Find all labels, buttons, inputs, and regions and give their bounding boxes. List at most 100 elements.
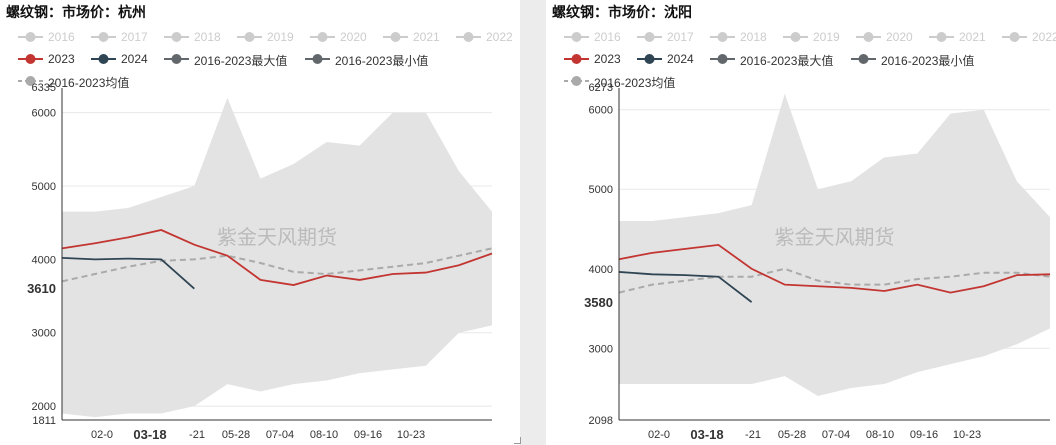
- x-axis-pointer-label: 03-18: [690, 427, 723, 442]
- legend-label: 2016-2023最大值: [740, 54, 834, 68]
- legend-symbol-icon: [637, 54, 662, 64]
- y-tick-label: 6000: [32, 108, 56, 120]
- watermark: 紫金天风期货: [775, 226, 895, 249]
- legend-symbol-icon: [237, 32, 262, 42]
- legend-symbol-icon: [383, 32, 408, 42]
- legend-label: 2019: [267, 30, 294, 44]
- plot-area: 2000 3000 4000 5000 6000 6335 1811 紫金天风期货 02-0 03…: [16, 82, 493, 442]
- series-line-mean[interactable]: [61, 247, 493, 283]
- legend-label: 2018: [740, 30, 767, 44]
- y-tick-label: 4000: [32, 254, 56, 266]
- x-tick-label: -21: [189, 429, 205, 441]
- legend-label: 2016: [48, 30, 75, 44]
- x-tick-label: 07-04: [266, 429, 294, 441]
- min-max-band: [62, 97, 492, 418]
- legend-label: 2022: [1032, 30, 1056, 44]
- legend-label: 2023: [594, 52, 621, 66]
- x-tick-label: 05-28: [778, 429, 806, 441]
- y-max-label: 6335: [32, 82, 56, 94]
- legend-symbol-icon: [164, 32, 189, 42]
- legend-label: 2020: [340, 30, 367, 44]
- legend-symbol-icon: [310, 32, 335, 42]
- legend-label: 2023: [48, 52, 75, 66]
- legend-label: 2017: [121, 30, 148, 44]
- legend-label: 2021: [959, 30, 986, 44]
- plot-area: 3000 4000 5000 6000 6273 2098 紫金天风期货 02-0 03-18 -…: [573, 82, 1051, 442]
- legend-symbol-icon: [18, 54, 43, 64]
- watermark: 紫金天风期货: [217, 226, 337, 249]
- legend-label: 2018: [194, 30, 221, 44]
- legend-label: 2016-2023最小值: [881, 54, 975, 68]
- series-line-2023[interactable]: [61, 229, 493, 286]
- series-line-2023[interactable]: [618, 243, 1051, 294]
- legend-label: 2016: [594, 30, 621, 44]
- legend-label: 2021: [413, 30, 440, 44]
- y-tick-label: 3000: [589, 343, 613, 355]
- legend-symbol-icon: [164, 54, 189, 64]
- legend-symbol-icon: [305, 54, 330, 64]
- x-axis-pointer-label: 03-18: [133, 427, 166, 442]
- legend-label: 2016-2023均值: [594, 76, 676, 90]
- y-tick-label: 4000: [589, 264, 613, 276]
- y-tick-label: 2000: [32, 401, 56, 413]
- resize-handle[interactable]: [514, 437, 521, 444]
- legend-symbol-icon: [564, 76, 589, 86]
- x-tick-label: 09-16: [910, 429, 938, 441]
- chart-panel-hangzhou: 螺纹钢：市场价：杭州 2016 2017 2018 2019 2020 2021 2022 2…: [0, 0, 520, 445]
- x-tick-label: 08-10: [866, 429, 894, 441]
- x-pointer-box: [683, 424, 731, 442]
- legend-label: 2024: [121, 52, 148, 66]
- legend-symbol-icon: [564, 32, 589, 42]
- y-tick-label: 5000: [589, 184, 613, 196]
- y-axis-pointer-label: 3610: [27, 281, 56, 296]
- legend-symbol-icon: [564, 54, 589, 64]
- x-tick-label: 10-23: [397, 429, 425, 441]
- chart-panel-shenyang: 螺纹钢：市场价：沈阳 2016 2017 2018 2019 2020 2021 2022 2…: [546, 0, 1056, 445]
- x-tick-label: -21: [745, 429, 761, 441]
- legend-symbol-icon: [637, 32, 662, 42]
- x-tick-label: 10-23: [953, 429, 981, 441]
- legend-symbol-icon: [18, 32, 43, 42]
- legend-symbol-icon: [91, 54, 116, 64]
- y-min-label: 1811: [32, 415, 56, 427]
- legend-label: 2024: [667, 52, 694, 66]
- y-tick-label: 6000: [589, 105, 613, 117]
- legend-symbol-icon: [710, 32, 735, 42]
- x-pointer-box: [126, 424, 174, 442]
- y-pointer-box: [16, 278, 60, 297]
- y-tick-label: 3000: [32, 328, 56, 340]
- legend-symbol-icon: [783, 32, 808, 42]
- legend-label: 2022: [486, 30, 513, 44]
- series-line-mean[interactable]: [618, 267, 1051, 294]
- x-tick-label: 02-0: [648, 429, 670, 441]
- y-min-label: 2098: [589, 415, 613, 427]
- x-tick-label: 07-04: [822, 429, 850, 441]
- legend-symbol-icon: [856, 32, 881, 42]
- legend-symbol-icon: [456, 32, 481, 42]
- y-max-label: 6273: [589, 82, 613, 94]
- legend-symbol-icon: [929, 32, 954, 42]
- y-axis-pointer-label: 3580: [584, 295, 613, 310]
- chart-title: 螺纹钢：市场价：杭州: [6, 5, 146, 21]
- x-tick-label: 05-28: [222, 429, 250, 441]
- legend-symbol-icon: [851, 54, 876, 64]
- x-tick-label: 02-0: [91, 429, 113, 441]
- y-tick-label: 5000: [32, 181, 56, 193]
- y-pointer-box: [573, 293, 617, 312]
- legend-label: 2019: [813, 30, 840, 44]
- series-line-2024[interactable]: [618, 271, 753, 303]
- legend-label: 2016-2023均值: [48, 76, 130, 90]
- series-line-2024[interactable]: [61, 256, 195, 290]
- min-max-band: [619, 93, 1050, 396]
- legend-symbol-icon: [1002, 32, 1027, 42]
- panel-divider: [520, 0, 546, 445]
- legend-symbol-icon: [710, 54, 735, 64]
- legend-symbol-icon: [18, 76, 43, 86]
- chart-title: 螺纹钢：市场价：沈阳: [552, 5, 692, 21]
- legend-label: 2017: [667, 30, 694, 44]
- legend-label: 2020: [886, 30, 913, 44]
- x-tick-label: 09-16: [354, 429, 382, 441]
- legend-label: 2016-2023最小值: [335, 54, 429, 68]
- x-tick-label: 08-10: [310, 429, 338, 441]
- legend-label: 2016-2023最大值: [194, 54, 288, 68]
